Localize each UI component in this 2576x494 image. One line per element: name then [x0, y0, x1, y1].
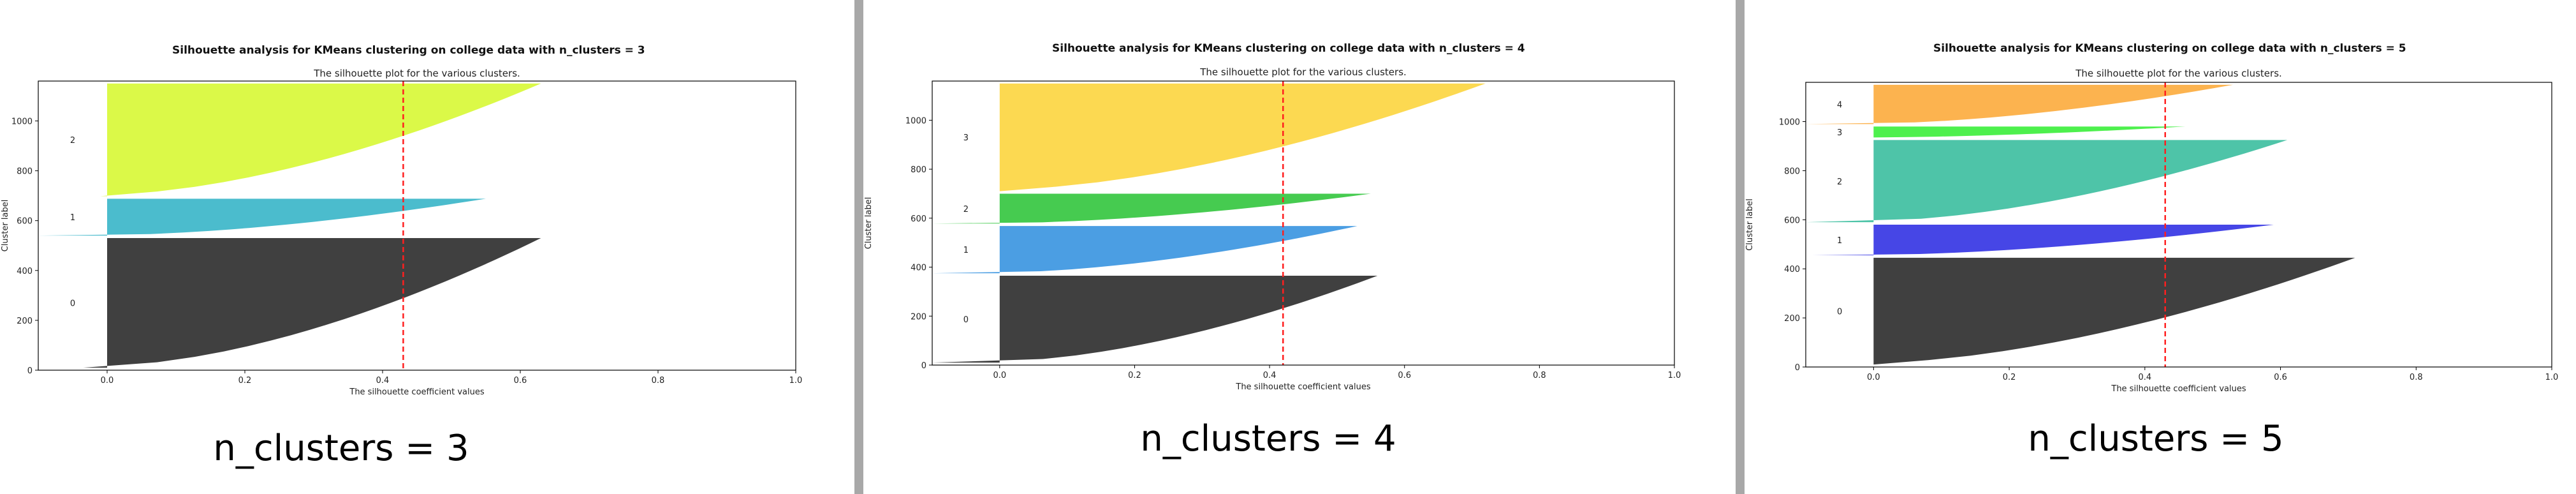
suptitle: Silhouette analysis for KMeans clusterin… [1052, 42, 1525, 55]
cluster-label-1: 1 [70, 213, 75, 223]
y-tick-label: 1000 [1779, 118, 1800, 128]
x-tick-label: 0.0 [101, 376, 114, 385]
x-tick-label: 0.4 [1263, 371, 1277, 380]
x-tick-label: 0.0 [1867, 373, 1880, 382]
panel-caption: n_clusters = 4 [1140, 418, 1396, 460]
y-tick-label: 200 [911, 312, 926, 322]
x-tick-label: 0.6 [514, 376, 527, 385]
silhouette-plot: 0 1 2 3 4 0.0 0.2 0.4 0.6 0.8 1.0 0 200 400 600 800 1000… [1745, 68, 2559, 394]
cluster-label-1: 1 [1837, 236, 1842, 246]
silhouette-plot: 0 1 2 0.0 0.2 0.4 0.6 0.8 1.0 0 200 400 600 800 1000 Th… [1, 68, 803, 397]
x-tick-label: 1.0 [1668, 371, 1681, 380]
y-tick-label: 800 [17, 167, 33, 177]
plot-title: The silhouette plot for the various clus… [313, 68, 520, 79]
x-axis-label: The silhouette coefficient values [1235, 382, 1370, 392]
y-tick-label: 400 [1784, 265, 1800, 274]
silhouette-band-0 [1873, 257, 2355, 365]
y-tick-label: 600 [1784, 216, 1800, 225]
x-tick-label: 0.2 [1128, 371, 1141, 380]
x-tick-label: 0.4 [376, 376, 390, 385]
y-tick-label: 0 [921, 361, 926, 371]
silhouette-plot: 0 1 2 3 0.0 0.2 0.4 0.6 0.8 1.0 0 200 400 600 800 1000 T… [864, 66, 1681, 392]
silhouette-band-1 [1812, 225, 2274, 256]
y-tick-label: 0 [1795, 363, 1800, 373]
cluster-label-0: 0 [70, 299, 75, 309]
y-tick-label: 400 [911, 264, 926, 273]
cluster-label-3: 3 [1837, 128, 1842, 138]
x-axis-label: The silhouette coefficient values [2111, 384, 2246, 394]
y-tick-label: 600 [17, 217, 33, 227]
x-tick-label: 0.4 [2138, 373, 2151, 382]
x-tick-label: 0.2 [2003, 373, 2016, 382]
y-tick-label: 200 [1784, 314, 1800, 324]
y-axis-label: Cluster label [864, 197, 874, 250]
x-tick-label: 0.8 [652, 376, 665, 385]
silhouette-band-3 [1866, 126, 2186, 138]
x-tick-label: 0.2 [238, 376, 252, 385]
y-tick-label: 0 [27, 366, 33, 376]
silhouette-band-0 [932, 275, 1378, 363]
cluster-label-2: 2 [963, 205, 969, 214]
axes-frame [1805, 82, 2552, 368]
y-tick-label: 200 [17, 317, 33, 326]
plot-title: The silhouette plot for the various clus… [1199, 66, 1407, 78]
panel-divider [1736, 0, 1745, 494]
cluster-label-0: 0 [963, 315, 969, 325]
y-tick-label: 800 [1784, 167, 1800, 176]
panel-caption: n_clusters = 5 [2028, 418, 2284, 460]
silhouette-band-3 [999, 83, 1486, 191]
y-tick-label: 600 [911, 214, 926, 224]
x-tick-label: 0.6 [1398, 371, 1411, 380]
x-tick-label: 0.6 [2274, 373, 2287, 382]
cluster-label-3: 3 [963, 133, 969, 143]
silhouette-band-2 [932, 193, 1371, 224]
panel-divider [854, 0, 863, 494]
silhouette-band-4 [1806, 84, 2234, 124]
y-tick-label: 1000 [11, 117, 33, 126]
silhouette-band-1 [932, 226, 1358, 274]
cluster-label-0: 0 [1837, 308, 1842, 317]
x-tick-label: 1.0 [2545, 373, 2559, 382]
panel-caption: n_clusters = 3 [213, 428, 469, 469]
silhouette-band-0 [83, 238, 541, 368]
axes-frame [38, 80, 796, 371]
y-axis-label: Cluster label [1, 200, 10, 252]
silhouette-panel-k5: Silhouette analysis for KMeans clusterin… [1745, 0, 2576, 494]
x-tick-label: 1.0 [789, 376, 803, 385]
plot-title: The silhouette plot for the various clus… [2075, 68, 2282, 79]
suptitle: Silhouette analysis for KMeans clusterin… [172, 44, 645, 57]
y-tick-label: 800 [911, 165, 926, 175]
cluster-label-2: 2 [1837, 177, 1842, 187]
x-axis-label: The silhouette coefficient values [349, 387, 484, 397]
silhouette-panel-k3: Silhouette analysis for KMeans clusterin… [0, 0, 854, 494]
x-tick-label: 0.0 [993, 371, 1006, 380]
cluster-label-4: 4 [1837, 101, 1842, 110]
cluster-label-1: 1 [963, 246, 969, 255]
cluster-label-2: 2 [70, 136, 75, 146]
y-tick-label: 1000 [905, 116, 926, 126]
silhouette-band-1 [38, 198, 486, 236]
silhouette-band-2 [1806, 140, 2288, 223]
y-axis-label: Cluster label [1745, 198, 1755, 251]
axes-frame [932, 80, 1675, 366]
x-tick-label: 0.8 [2410, 373, 2423, 382]
x-tick-label: 0.8 [1533, 371, 1546, 380]
silhouette-panel-k4: Silhouette analysis for KMeans clusterin… [863, 0, 1736, 494]
suptitle: Silhouette analysis for KMeans clusterin… [1933, 42, 2406, 55]
silhouette-band-2 [100, 83, 541, 197]
y-tick-label: 400 [17, 267, 33, 276]
